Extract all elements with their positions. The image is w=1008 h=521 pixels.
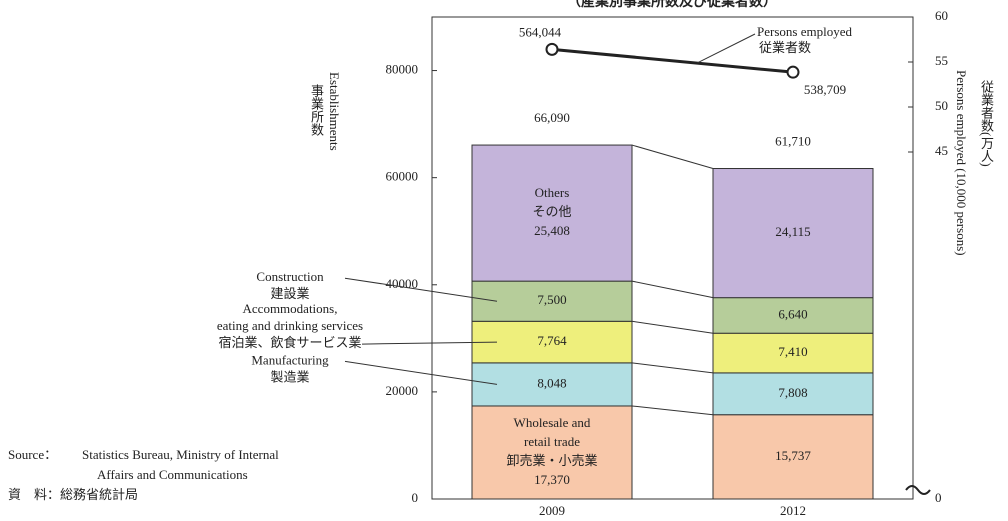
line-point [786,65,800,79]
y-tick-label: 40000 [386,276,419,291]
bar-segment [712,297,874,334]
bar-segment [471,320,633,364]
chart-title: （産業別事業所数及び従業者数） [567,0,777,10]
value-label: 6,640 [778,306,807,321]
point-label: 564,044 [519,24,562,39]
point-label: 538,709 [804,82,846,97]
value-label: 15,737 [775,448,811,463]
segment-label: 卸売業・小売業 [506,453,597,468]
series-label: Construction [256,269,324,284]
bar-segment [471,405,633,500]
source-text-ja: 資 料：総務省統計局 [8,487,138,502]
value-label: 8,048 [537,375,566,390]
y2-tick-label: 0 [935,490,942,505]
leader-line [697,33,756,64]
value-label: 25,408 [534,223,570,238]
connector [631,405,714,416]
leader-line [361,341,498,345]
value-label: 7,764 [537,333,567,348]
x-tick-label: 2012 [780,503,806,518]
connector [631,280,714,299]
value-label: 7,500 [537,292,566,307]
source-text: Affairs and Communications [97,467,248,482]
total-label: 61,710 [775,133,811,148]
leader-line [344,360,498,385]
series-label: Manufacturing [251,352,329,367]
bar-segment [712,414,874,500]
series-label: 製造業 [270,369,309,384]
y-axis-title: Establishments [327,72,342,151]
connector [631,144,714,169]
y2-tick-label: 45 [935,143,948,158]
axis-break [905,485,931,495]
source-text: Statistics Bureau, Ministry of Internal [82,447,279,462]
connector [631,320,714,334]
series-label: 従業者数 [759,40,811,55]
bar-segment [712,332,874,374]
y2-tick-label: 55 [935,53,948,68]
series-label: Accommodations, [243,301,338,316]
line-series [551,47,794,74]
y-tick-label: 80000 [386,62,419,77]
y-tick-label: 0 [412,490,419,505]
value-label: 7,410 [778,344,807,359]
leader-line [344,277,498,302]
segment-label: その他 [532,204,571,219]
series-label: 宿泊業、飲食サービス業 [218,335,361,350]
bar-segment [712,168,874,299]
segment-label: Others [535,185,570,200]
segment-label: retail trade [524,434,580,449]
bar-segment [471,144,633,282]
segment-label: Wholesale and [514,415,591,430]
y2-axis-title-ja: 従業者数(万人) [979,80,994,167]
bar-segment [712,372,874,416]
x-tick-label: 2009 [539,503,565,518]
source-label: Source： [8,447,57,462]
value-label: 17,370 [534,472,570,487]
y2-tick-label: 60 [935,8,948,23]
series-label: eating and drinking services [217,318,363,333]
y2-tick-label: 50 [935,98,948,113]
series-label: 建設業 [270,286,309,301]
y2-axis-title: Persons employed (10,000 persons) [954,70,969,256]
y-tick-label: 20000 [386,383,419,398]
y-axis-title-ja: 事業所数 [309,84,324,136]
total-label: 66,090 [534,110,570,125]
value-label: 24,115 [775,224,810,239]
connector [631,362,714,374]
series-label: Persons employed [757,24,852,39]
value-label: 7,808 [778,385,807,400]
bar-segment [471,362,633,407]
plot-frame [431,16,914,500]
line-point [545,42,559,56]
y-tick-label: 60000 [386,169,419,184]
